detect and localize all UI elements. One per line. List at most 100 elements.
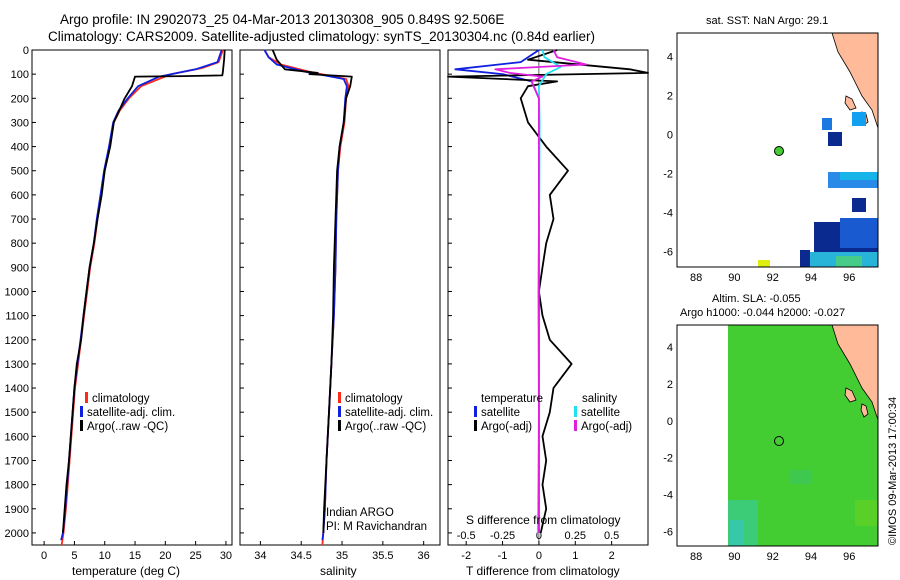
y-tick-label: 1700 (5, 455, 29, 467)
sla-map-field-patch (730, 520, 744, 546)
series-line-salinity-argo-adj- (494, 49, 588, 533)
legend-group-temperature: temperature (481, 393, 543, 405)
y-tick-label: 200 (11, 93, 29, 105)
sla-map-title-line2: Argo h1000: -0.044 h2000: -0.027 (680, 307, 845, 319)
legend-swatch-satellite (338, 406, 341, 417)
y-tick-label: 1800 (5, 480, 29, 492)
y-tick-label: 800 (11, 238, 29, 250)
s-tick-label: -0.5 (457, 530, 476, 542)
sst-pixel (852, 112, 866, 126)
x-tick-label: 35 (336, 550, 348, 562)
y-tick-label: 1900 (5, 504, 29, 516)
legend-swatch-climatology (338, 392, 341, 403)
y-tick-label: 1000 (5, 286, 29, 298)
sla-y-tick-label: 0 (667, 416, 673, 428)
sla-y-tick-label: -2 (663, 453, 673, 465)
y-tick-label: 1600 (5, 431, 29, 443)
sst-x-tick-label: 96 (843, 272, 855, 284)
sst-pixel-cluster (840, 172, 878, 180)
sla-map-frame (676, 324, 879, 547)
sla-map-field-patch (855, 500, 878, 526)
series-line-argo-raw-qc- (271, 49, 353, 533)
y-tick-label: 700 (11, 214, 29, 226)
series-line-climatology (263, 49, 350, 546)
annotation-program: Indian ARGO (326, 507, 394, 519)
sst-x-tick-label: 94 (805, 272, 817, 284)
legend-swatch-s-argo (574, 420, 577, 431)
legend-label-t-satellite: satellite (481, 407, 520, 419)
sst-map-title: sat. SST: NaN Argo: 29.1 (706, 15, 828, 27)
x-tick-label: 20 (159, 550, 171, 562)
legend-label-satellite: satellite-adj. clim. (345, 407, 433, 419)
sst-x-tick-label: 90 (728, 272, 740, 284)
sst-map (676, 32, 879, 268)
y-tick-label: 1100 (5, 311, 29, 323)
y-tick-label: 600 (11, 190, 29, 202)
sst-pixel (822, 118, 832, 130)
salinity-panel-frame (239, 49, 441, 546)
sst-y-tick-label: 0 (667, 129, 673, 141)
s-tick-label: 0.5 (604, 530, 619, 542)
sst-x-tick-label: 92 (767, 272, 779, 284)
salinity-xlabel: salinity (320, 564, 357, 578)
temperature-panel-frame (31, 49, 233, 546)
legend-swatch-t-argo (474, 420, 477, 431)
x-tick-label: -2 (461, 550, 471, 562)
sst-y-tick-label: -2 (663, 168, 673, 180)
plot-title-line2: Climatology: CARS2009. Satellite-adjuste… (48, 29, 596, 44)
x-tick-label: -1 (498, 550, 508, 562)
series-line-temperature-satellite (454, 49, 540, 533)
legend-label-t-argo: Argo(-adj) (481, 421, 532, 433)
sla-x-tick-label: 90 (728, 551, 740, 563)
sst-pixel (852, 198, 866, 212)
x-tick-label: 30 (220, 550, 232, 562)
y-tick-label: 1300 (5, 359, 29, 371)
legend-label-climatology: climatology (345, 393, 403, 405)
sla-map-title-line1: Altim. SLA: -0.055 (712, 293, 801, 305)
salinity-legend: climatology satellite-adj. clim. Argo(..… (326, 392, 433, 533)
s-tick-label: -0.25 (490, 530, 515, 542)
legend-group-salinity: salinity (582, 393, 617, 405)
sst-map-frame (676, 32, 879, 268)
plot-title-line1: Argo profile: IN 2902073_25 04-Mar-2013 … (60, 12, 505, 27)
temperature-legend: climatology satellite-adj. clim. Argo(..… (80, 392, 175, 433)
sla-y-tick-label: 4 (667, 342, 673, 354)
legend-swatch-argo (80, 420, 83, 431)
sla-map (676, 324, 879, 547)
difference-xlabel-top: S difference from climatology (466, 513, 621, 527)
x-tick-label: 0 (41, 550, 47, 562)
sla-map-island (860, 403, 869, 418)
series-line-temperature-argo-adj- (447, 49, 649, 534)
sst-x-tick-label: 88 (690, 272, 702, 284)
legend-label-s-satellite: satellite (581, 407, 620, 419)
y-tick-label: 900 (11, 262, 29, 274)
series-line-satellite-adj-clim- (263, 49, 348, 541)
annotation-pi: PI: M Ravichandran (326, 521, 427, 533)
sst-pixel-cluster (840, 218, 878, 248)
sst-pixel (758, 260, 770, 267)
sla-x-tick-label: 88 (690, 551, 702, 563)
sst-pixel-cluster (836, 256, 862, 267)
sst-y-tick-label: -6 (663, 246, 673, 258)
legend-swatch-satellite (80, 406, 83, 417)
sst-pixel (828, 132, 842, 146)
series-line-argo-raw-qc- (62, 49, 226, 533)
x-tick-label: 10 (99, 550, 111, 562)
difference-legend: temperature salinity satellite Argo(-adj… (474, 393, 632, 433)
sst-pixel (800, 250, 810, 267)
legend-label-argo: Argo(..raw -QC) (87, 421, 168, 433)
legend-label-s-argo: Argo(-adj) (581, 421, 632, 433)
sla-x-tick-label: 94 (805, 551, 817, 563)
legend-label-argo: Argo(..raw -QC) (345, 421, 426, 433)
difference-panel-frame (447, 49, 649, 546)
sst-argo-location-marker (774, 146, 784, 156)
sla-argo-location-marker (774, 436, 784, 446)
s-tick-label: 0.25 (565, 530, 586, 542)
x-tick-label: 1 (572, 550, 578, 562)
x-tick-label: 35.5 (372, 550, 393, 562)
x-tick-label: 25 (190, 550, 202, 562)
imos-timestamp: ©IMOS 09-Mar-2013 17:00:34 (887, 397, 899, 545)
sst-y-tick-label: -4 (663, 207, 673, 219)
sla-y-tick-label: -6 (663, 526, 673, 538)
